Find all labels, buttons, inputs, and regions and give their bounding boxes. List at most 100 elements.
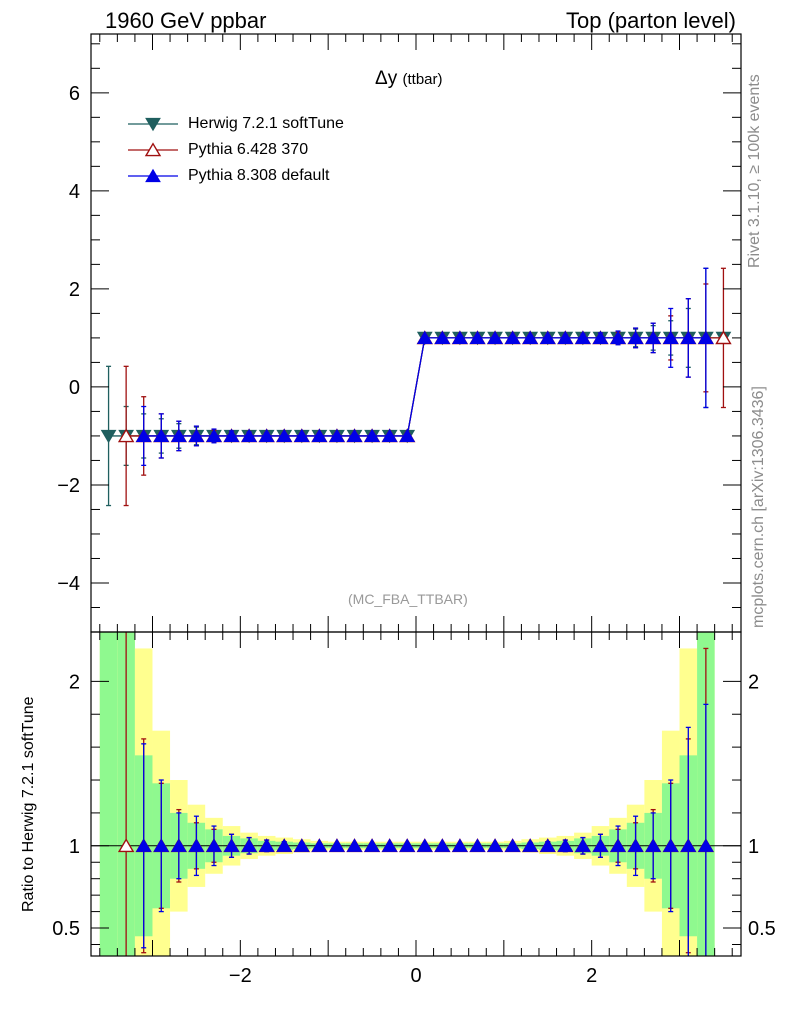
ratio-point bbox=[697, 838, 714, 852]
main-y-ticks: −4 −2 0 2 4 6 bbox=[57, 43, 741, 633]
ratio-point bbox=[117, 838, 135, 853]
y-tick-label: 6 bbox=[69, 83, 80, 105]
data-point bbox=[311, 428, 328, 443]
y-tick-label: 2 bbox=[69, 279, 80, 301]
data-point bbox=[645, 330, 662, 345]
ratio-point bbox=[434, 838, 451, 852]
legend-marker bbox=[145, 168, 161, 183]
data-point bbox=[680, 330, 697, 345]
data-point bbox=[258, 428, 275, 443]
ratio-point bbox=[662, 838, 679, 852]
data-point bbox=[592, 330, 609, 345]
data-point bbox=[504, 330, 521, 345]
series-line bbox=[126, 337, 724, 437]
ratio-point bbox=[627, 838, 644, 852]
ratio-point bbox=[399, 838, 416, 852]
data-point bbox=[223, 428, 240, 443]
legend-marker bbox=[144, 142, 162, 157]
data-point bbox=[416, 330, 433, 345]
legend-label-pythia6: Pythia 6.428 370 bbox=[188, 141, 309, 158]
data-point bbox=[206, 428, 222, 443]
x-tick-label: −2 bbox=[229, 965, 252, 987]
legend-label-herwig: Herwig 7.2.1 softTune bbox=[188, 115, 344, 132]
ratio-y-tick-label-right: 2 bbox=[748, 671, 759, 693]
data-point bbox=[241, 428, 257, 443]
y-tick-label: −2 bbox=[57, 475, 80, 497]
ratio-point bbox=[153, 838, 170, 852]
data-point bbox=[697, 330, 714, 345]
ratio-point bbox=[293, 838, 310, 852]
data-point bbox=[522, 330, 539, 345]
data-point bbox=[575, 330, 591, 345]
plot-title-sub: (ttbar) bbox=[402, 71, 443, 88]
ratio-point bbox=[276, 838, 293, 852]
legend bbox=[128, 117, 178, 183]
ratio-series-0 bbox=[117, 632, 715, 956]
ratio-point bbox=[557, 838, 574, 852]
ratio-point bbox=[241, 838, 257, 852]
x-tick-label: 0 bbox=[410, 965, 421, 987]
ratio-point bbox=[610, 838, 626, 852]
ratio-bands bbox=[99, 632, 715, 956]
data-point bbox=[539, 330, 556, 345]
data-point bbox=[662, 330, 679, 345]
ratio-y-tick-label-right: 1 bbox=[748, 836, 759, 858]
series-1 bbox=[117, 267, 732, 507]
data-point bbox=[610, 330, 626, 345]
ratio-point bbox=[346, 838, 363, 852]
data-point bbox=[153, 428, 170, 443]
ratio-y-tick-label-right: 0.5 bbox=[748, 918, 776, 940]
legend-marker bbox=[145, 117, 161, 132]
ratio-point bbox=[170, 838, 187, 852]
ratio-point bbox=[575, 838, 591, 852]
plot-title: Δy (ttbar) bbox=[375, 68, 443, 90]
y-tick-label: 0 bbox=[69, 377, 80, 399]
ratio-y-tick-label: 1 bbox=[69, 836, 80, 858]
header-right: Top (parton level) bbox=[566, 8, 736, 33]
legend-label-pythia8: Pythia 8.308 default bbox=[188, 167, 330, 184]
band-green-bin bbox=[99, 632, 118, 956]
ratio-point bbox=[258, 838, 275, 852]
data-point bbox=[170, 428, 187, 443]
data-point bbox=[364, 428, 380, 443]
y-tick-label: 4 bbox=[69, 181, 80, 203]
data-point bbox=[346, 428, 363, 443]
data-point bbox=[469, 330, 486, 345]
ratio-series-1 bbox=[135, 703, 714, 956]
rivet-version-label: Rivet 3.1.10, ≥ 100k events bbox=[746, 74, 763, 268]
data-point bbox=[715, 330, 732, 345]
ratio-point bbox=[504, 838, 521, 852]
data-point bbox=[329, 428, 345, 443]
data-point bbox=[117, 428, 135, 443]
ratio-point bbox=[592, 838, 609, 852]
ratio-point bbox=[135, 838, 152, 852]
ratio-point bbox=[522, 838, 539, 852]
ratio-point bbox=[364, 838, 380, 852]
ratio-point bbox=[539, 838, 556, 852]
ratio-point bbox=[416, 838, 433, 852]
ratio-point bbox=[206, 838, 222, 852]
header-left: 1960 GeV ppbar bbox=[105, 8, 267, 33]
ratio-point bbox=[487, 838, 503, 852]
data-point bbox=[381, 428, 398, 443]
ratio-point bbox=[223, 838, 240, 852]
ratio-point bbox=[329, 838, 345, 852]
data-point bbox=[276, 428, 293, 443]
series-line bbox=[143, 337, 706, 437]
ratio-point bbox=[381, 838, 398, 852]
ratio-point bbox=[311, 838, 328, 852]
x-ticks: −2 0 2 bbox=[99, 34, 733, 987]
y-tick-label: −4 bbox=[57, 573, 80, 595]
x-tick-label: 2 bbox=[586, 965, 597, 987]
ratio-point bbox=[645, 838, 662, 852]
ratio-y-ticks: 0.5 0.5 1 1 2 2 bbox=[52, 671, 776, 945]
ratio-y-tick-label: 0.5 bbox=[52, 918, 80, 940]
data-point bbox=[627, 330, 644, 345]
analysis-label: (MC_FBA_TTBAR) bbox=[348, 591, 468, 607]
mcplots-label: mcplots.cern.ch [arXiv:1306.3436] bbox=[750, 386, 767, 628]
ratio-point bbox=[188, 838, 205, 852]
data-point bbox=[399, 428, 416, 443]
data-point bbox=[557, 330, 574, 345]
ratio-point bbox=[469, 838, 486, 852]
